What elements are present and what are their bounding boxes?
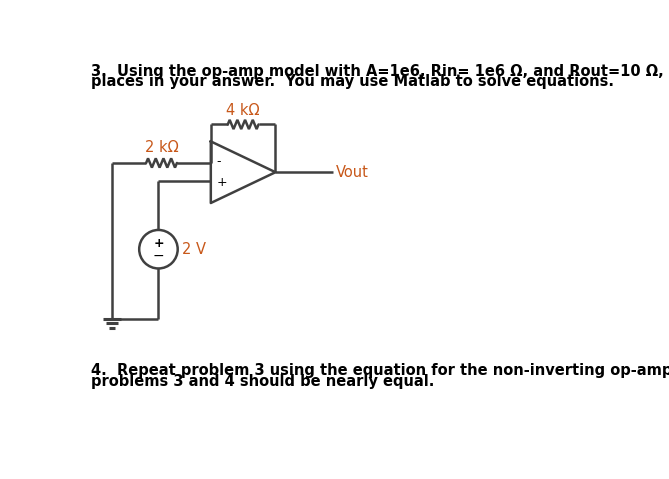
Text: +: + <box>216 176 227 189</box>
Text: 2 kΩ: 2 kΩ <box>145 140 179 155</box>
Text: 4.  Repeat problem 3 using the equation for the non-inverting op-amp given in cl: 4. Repeat problem 3 using the equation f… <box>91 363 669 378</box>
Text: -: - <box>216 155 221 168</box>
Text: Vout: Vout <box>337 165 369 180</box>
Text: problems 3 and 4 should be nearly equal.: problems 3 and 4 should be nearly equal. <box>91 374 434 389</box>
Text: 3.  Using the op-amp model with A=1e6, Rin= 1e6 Ω, and Rout=10 Ω, calculate Vout: 3. Using the op-amp model with A=1e6, Ri… <box>91 64 669 79</box>
Text: 4 kΩ: 4 kΩ <box>226 103 260 118</box>
Text: 2 V: 2 V <box>183 242 206 257</box>
Text: places in your answer.  You may use Matlab to solve equations.: places in your answer. You may use Matla… <box>91 74 613 90</box>
Text: +: + <box>153 237 164 250</box>
Text: −: − <box>153 249 165 262</box>
